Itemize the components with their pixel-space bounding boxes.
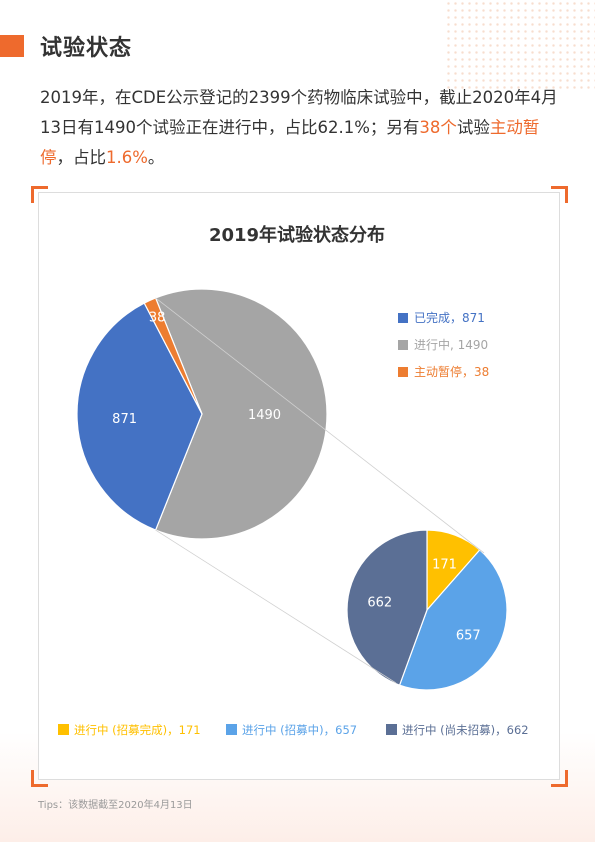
- sub-data-label-recruiting: 657: [456, 628, 481, 643]
- main-data-label-paused: 38: [149, 310, 166, 325]
- legend-swatch-completed: [398, 313, 408, 323]
- panel-corner-top-right: [551, 186, 568, 203]
- sub-slice-recruiting: [398, 549, 508, 691]
- legend-label-recruit-done: 进行中 (招募完成)，171: [74, 723, 201, 737]
- legend-label-completed: 已完成，871: [414, 310, 485, 325]
- main-data-label-ongoing: 1490: [248, 408, 281, 423]
- section-title: 试验状态: [40, 36, 133, 61]
- intro-text-2: 试验: [456, 118, 490, 137]
- legend-swatch-paused: [398, 367, 408, 377]
- connector-line-lower: [155, 529, 397, 684]
- intro-text-4: 。: [147, 148, 165, 167]
- legend-swatch-recruit-done: [58, 724, 69, 735]
- intro-text-3: ，占比: [56, 148, 107, 167]
- panel-corner-bottom-left: [31, 770, 48, 787]
- legend-label-paused: 主动暂停，38: [414, 364, 489, 379]
- intro-text-1: 2019年，在CDE公示登记的2399个药物临床试验中，截止2020年4月13日…: [40, 88, 558, 137]
- chart-title: 2019年试验状态分布: [209, 224, 385, 246]
- footer-tips: Tips：该数据截至2020年4月13日: [38, 800, 193, 811]
- decorative-dot-pattern: [445, 0, 595, 90]
- sub-data-label-recruit-done: 171: [432, 558, 457, 573]
- legend-swatch-ongoing: [398, 340, 408, 350]
- intro-highlight-percent: 1.6%: [106, 148, 148, 167]
- legend-label-ongoing: 进行中, 1490: [414, 337, 488, 352]
- panel-corner-bottom-right: [551, 770, 568, 787]
- main-slice-ongoing: [154, 288, 328, 540]
- main-slice-completed: [76, 302, 203, 531]
- legend-label-not-recruiting: 进行中 (尚未招募)，662: [402, 723, 529, 737]
- legend-swatch-recruiting: [226, 724, 237, 735]
- legend-label-recruiting: 进行中 (招募中)，657: [242, 723, 357, 737]
- intro-highlight-status: 主动暂停: [40, 118, 540, 167]
- main-slice-paused: [143, 297, 203, 415]
- legend-swatch-not-recruiting: [386, 724, 397, 735]
- panel-corner-top-left: [31, 186, 48, 203]
- intro-highlight-count: 38个: [419, 118, 457, 137]
- section-marker: [0, 35, 24, 57]
- sub-data-label-not-recruiting: 662: [367, 596, 392, 611]
- main-data-label-completed: 871: [112, 412, 137, 427]
- connector-line-upper: [155, 297, 485, 554]
- sub-slice-not-recruiting: [346, 529, 428, 686]
- intro-paragraph: 2019年，在CDE公示登记的2399个药物临床试验中，截止2020年4月13日…: [40, 83, 560, 173]
